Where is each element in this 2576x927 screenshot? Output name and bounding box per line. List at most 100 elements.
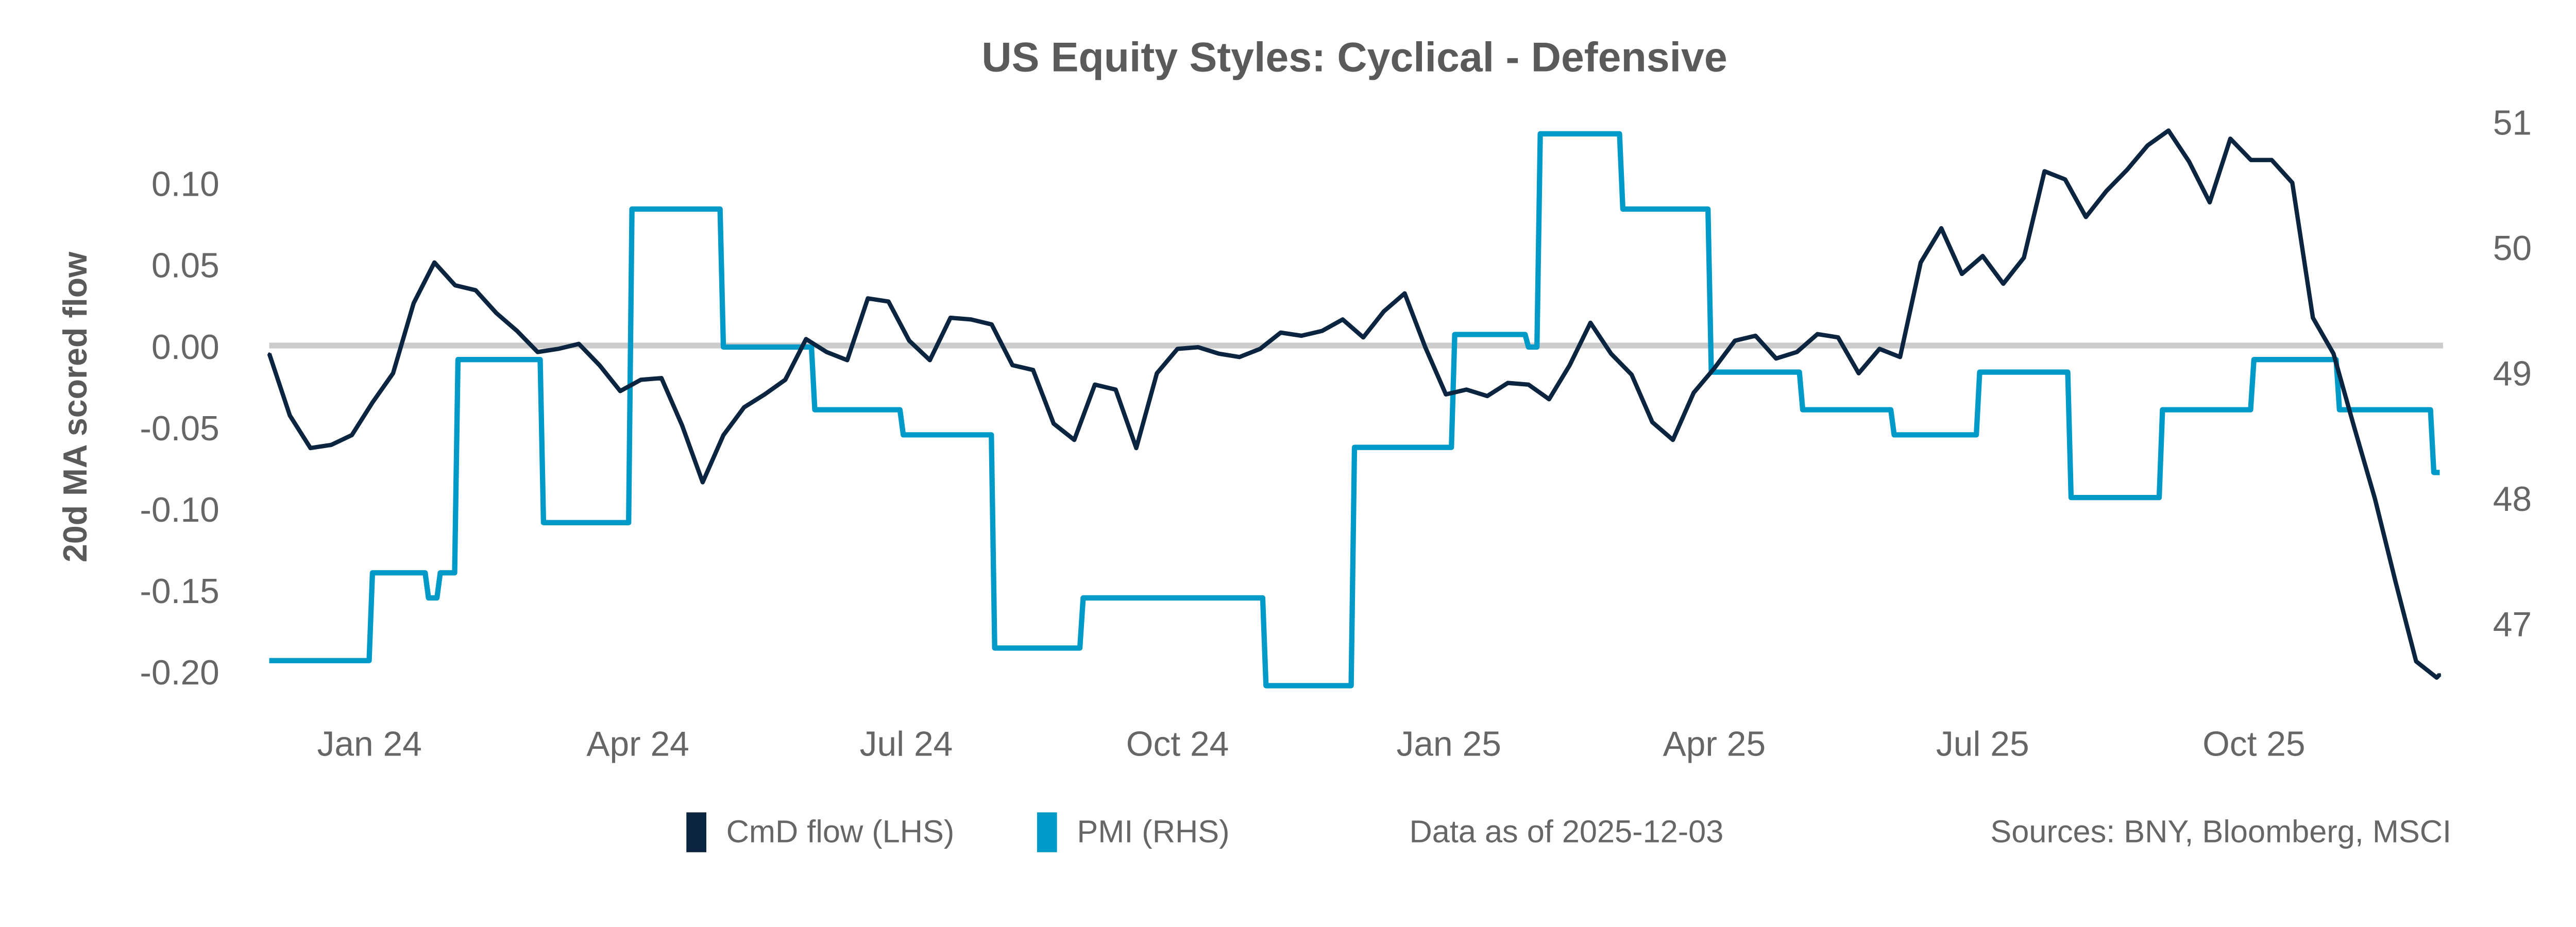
legend-label-pmi: PMI (RHS) <box>1077 814 1229 849</box>
y2-tick-label: 50 <box>2493 229 2532 268</box>
cmd-flow-point <box>949 316 952 319</box>
cmd-flow-point <box>804 337 807 340</box>
cmd-flow-point <box>474 288 477 292</box>
cmd-flow-point <box>1114 388 1117 391</box>
cmd-flow-point <box>1713 367 1716 370</box>
cmd-flow-point <box>2435 676 2438 679</box>
cmd-flow-point <box>2063 178 2067 181</box>
cmd-flow-point <box>350 434 353 437</box>
x-tick-label: Oct 25 <box>2202 725 2306 764</box>
cmd-flow-point <box>619 389 622 393</box>
cmd-flow-point <box>887 300 890 303</box>
cmd-flow-point <box>2373 497 2377 500</box>
cmd-flow-point <box>1362 336 1365 339</box>
cmd-flow-point <box>2270 158 2273 162</box>
cmd-flow-point <box>701 480 704 484</box>
y-tick-label: 0.00 <box>151 328 219 367</box>
cmd-flow-point <box>825 351 828 354</box>
cmd-flow-point <box>371 401 374 404</box>
cmd-flow-point <box>1382 310 1385 313</box>
cmd-flow-point <box>598 364 601 367</box>
x-tick-label: Jan 24 <box>317 725 422 764</box>
cmd-flow-point <box>2352 425 2356 428</box>
chart-title: US Equity Styles: Cyclical - Defensive <box>981 35 1727 81</box>
cmd-flow-point <box>1320 329 1324 333</box>
cmd-flow-point <box>1651 420 1654 424</box>
cmd-flow-point <box>908 339 911 342</box>
x-tick-label: Apr 24 <box>586 725 689 764</box>
cmd-flow-point <box>1837 336 1840 339</box>
cmd-flow-point <box>2043 170 2046 173</box>
cmd-flow-point <box>1300 334 1303 337</box>
cmd-flow-point <box>1403 292 1406 295</box>
cmd-flow-point <box>2188 160 2191 163</box>
plot-area <box>267 128 2442 689</box>
cmd-flow-point <box>412 302 415 305</box>
cmd-flow-point <box>1197 346 1200 349</box>
cmd-flow-point <box>1816 333 1819 336</box>
y2-tick-label: 47 <box>2493 605 2532 644</box>
cmd-flow-point <box>2126 168 2129 171</box>
cmd-flow-point <box>1671 438 1674 441</box>
legend: CmD flow (LHS) PMI (RHS) <box>686 812 1230 852</box>
cmd-flow-point <box>289 414 292 417</box>
cmd-flow-point <box>1279 331 1282 334</box>
cmd-flow-point <box>1486 394 1489 398</box>
cmd-flow-point <box>2394 580 2397 583</box>
cmd-flow-point <box>1733 339 1737 342</box>
cmd-flow-point <box>2002 282 2005 285</box>
cmd-flow-point <box>309 447 312 450</box>
cmd-flow-point <box>556 347 560 350</box>
cmd-flow-point <box>763 393 766 396</box>
cmd-flow-point <box>1259 347 1262 350</box>
pmi-line <box>269 131 2440 689</box>
y-tick-label: -0.05 <box>140 409 219 448</box>
cmd-flow-point <box>1011 364 1014 367</box>
cmd-flow-point <box>1630 373 1633 376</box>
cmd-flow-point <box>1527 383 1530 386</box>
cmd-flow-point <box>2084 215 2088 218</box>
cmd-flow-point <box>1548 398 1551 401</box>
cmd-flow-point <box>2105 190 2108 193</box>
legend-swatch-pmi <box>1037 812 1057 852</box>
cmd-flow-point <box>433 261 436 264</box>
data-as-of-note: Data as of 2025-12-03 <box>1409 814 1723 849</box>
y-axis-label: 20d MA scored flow <box>57 251 94 562</box>
cmd-flow-point <box>845 358 849 362</box>
cmd-flow-point <box>1238 355 1241 358</box>
cmd-flow-point <box>1134 447 1138 450</box>
legend-label-cmd-flow: CmD flow (LHS) <box>726 814 955 849</box>
cmd-flow-point <box>681 424 684 427</box>
cmd-flow-point <box>1506 382 1510 385</box>
cmd-flow-point <box>928 358 931 362</box>
cmd-flow-point <box>1795 351 1799 354</box>
cmd-flow-point <box>453 284 456 287</box>
cmd-flow-point <box>1960 272 1963 276</box>
y-tick-label: -0.15 <box>140 572 219 611</box>
cmd-flow-point <box>639 378 642 381</box>
cmd-flow-point <box>1692 391 1695 394</box>
cmd-flow-point <box>742 406 745 409</box>
cmd-flow-point <box>2415 660 2418 663</box>
cmd-flow-point <box>2311 316 2314 319</box>
cmd-flow-point <box>2291 181 2294 184</box>
sources-note: Sources: BNY, Bloomberg, MSCI <box>1990 814 2451 849</box>
cmd-flow-point <box>970 318 973 321</box>
cmd-flow-point <box>660 376 663 380</box>
cmd-flow-point <box>268 352 271 355</box>
cmd-flow-point <box>1217 352 1221 355</box>
y2-tick-label: 48 <box>2493 480 2532 519</box>
x-tick-label: Jul 24 <box>860 725 953 764</box>
cmd-flow-point <box>1465 388 1468 391</box>
cmd-flow-point <box>2167 129 2170 132</box>
y-tick-label: -0.20 <box>140 654 219 692</box>
chart-container: US Equity Styles: Cyclical - Defensive 2… <box>57 35 2532 852</box>
y-tick-label: 0.10 <box>151 165 219 204</box>
cmd-flow-point <box>2229 137 2232 141</box>
cmd-flow-point <box>392 372 395 375</box>
cmd-flow-point <box>1093 383 1096 386</box>
left-y-axis: 0.10 0.05 0.00 -0.05 -0.10 -0.15 -0.20 <box>140 165 219 692</box>
cmd-flow-point <box>1052 422 1055 425</box>
cmd-flow-point <box>1774 357 1778 360</box>
cmd-flow-point <box>722 434 725 437</box>
